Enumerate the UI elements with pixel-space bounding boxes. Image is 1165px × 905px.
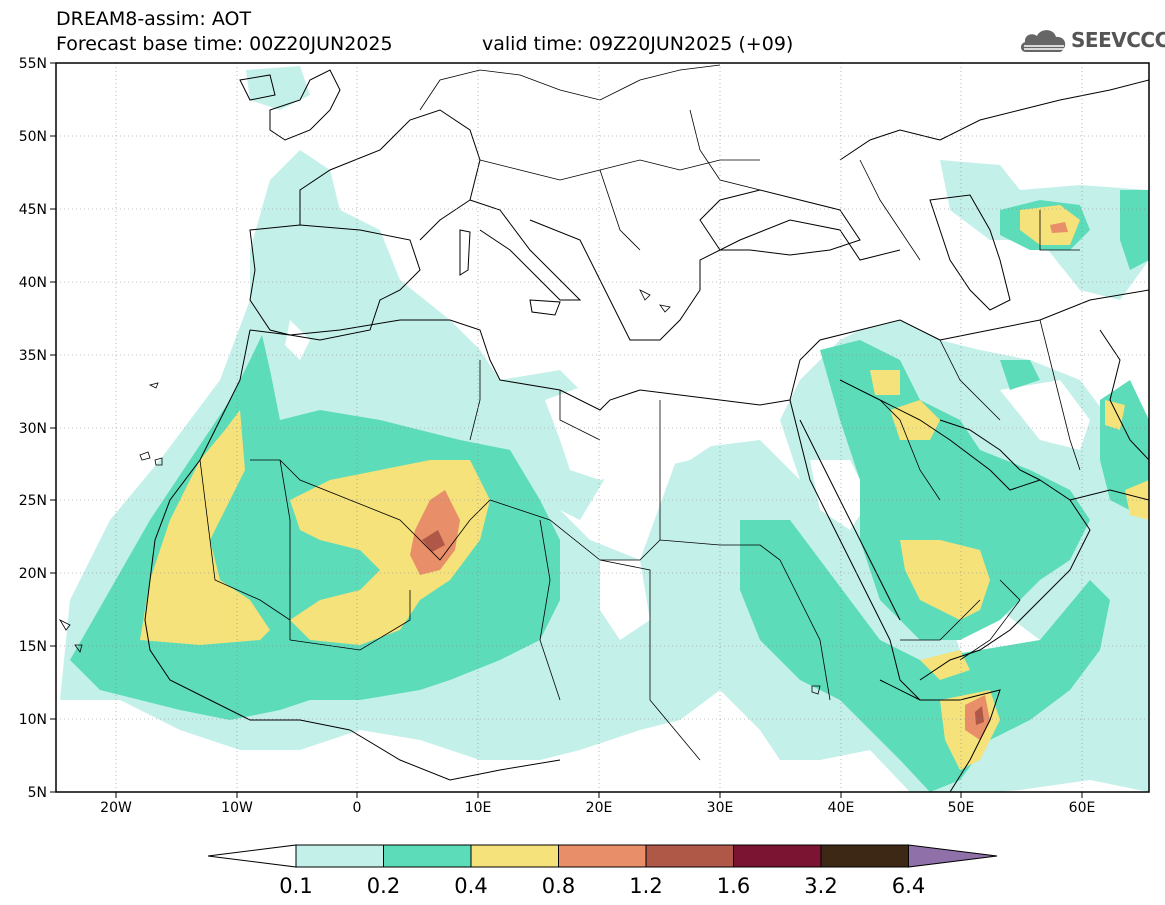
y-tick-label: 35N — [19, 348, 47, 364]
y-tick-label: 55N — [19, 56, 47, 72]
x-tick-label: 40E — [828, 800, 855, 816]
y-tick-label: 45N — [19, 202, 47, 218]
colorbar: 0.1 0.2 0.4 0.8 1.2 1.6 3.2 6.4 — [207, 844, 998, 898]
x-tick-label: 10E — [465, 800, 492, 816]
colorbar-label: 0.4 — [454, 874, 487, 898]
islands — [58, 289, 821, 695]
x-tick-label: 20W — [100, 800, 132, 816]
forecast-base-time: Forecast base time: 00Z20JUN2025 — [56, 33, 393, 55]
x-tick-label: 10W — [221, 800, 253, 816]
colorbar-swatch — [733, 844, 822, 868]
y-tick-label: 40N — [19, 275, 47, 291]
colorbar-max-arrow — [908, 844, 998, 868]
map-title: DREAM8-assim: AOT — [56, 8, 252, 30]
colorbar-min-arrow — [207, 844, 297, 868]
x-tick-label: 60E — [1069, 800, 1096, 816]
colorbar-swatch — [295, 844, 384, 868]
colorbar-swatch — [645, 844, 734, 868]
x-tick-label: 30E — [707, 800, 734, 816]
seevccc-logo: SEEVCCC — [1018, 24, 1165, 58]
logo-text: SEEVCCC — [1071, 28, 1165, 52]
y-tick-label: 50N — [19, 129, 47, 145]
y-tick-label: 15N — [19, 639, 47, 655]
aot-clear-areas — [285, 320, 1090, 700]
colorbar-label: 6.4 — [892, 874, 925, 898]
x-axis-labels: 20W 10W 0 10E 20E 30E 40E 50E 60E — [100, 800, 1095, 816]
colorbar-swatch — [470, 844, 559, 868]
aot-level-1-2 — [422, 530, 984, 725]
colorbar-label: 0.2 — [367, 874, 400, 898]
colorbar-label: 1.6 — [717, 874, 750, 898]
y-tick-label: 10N — [19, 712, 47, 728]
axis-ticks — [50, 62, 1083, 798]
y-tick-label: 20N — [19, 566, 47, 582]
y-axis-labels: 55N 50N 45N 40N 35N 30N 25N 20N 15N 10N … — [19, 56, 47, 801]
colorbar-swatch — [820, 844, 909, 868]
x-tick-label: 50E — [948, 800, 975, 816]
valid-time: valid time: 09Z20JUN2025 (+09) — [482, 33, 794, 55]
coastlines — [144, 69, 1149, 792]
cloud-icon — [1020, 30, 1066, 52]
y-tick-label: 30N — [19, 421, 47, 437]
y-tick-label: 5N — [28, 785, 47, 801]
x-tick-label: 0 — [353, 800, 362, 816]
colorbar-label: 0.1 — [279, 874, 312, 898]
grid-lines — [56, 63, 1149, 792]
colorbar-swatch — [558, 844, 647, 868]
colorbar-label: 3.2 — [804, 874, 837, 898]
colorbar-swatch — [383, 844, 472, 868]
colorbar-label: 1.2 — [629, 874, 662, 898]
colorbar-label: 0.8 — [542, 874, 575, 898]
country-borders — [199, 64, 1081, 761]
x-tick-label: 20E — [586, 800, 613, 816]
aot-fields — [60, 66, 1149, 792]
y-tick-label: 25N — [19, 493, 47, 509]
